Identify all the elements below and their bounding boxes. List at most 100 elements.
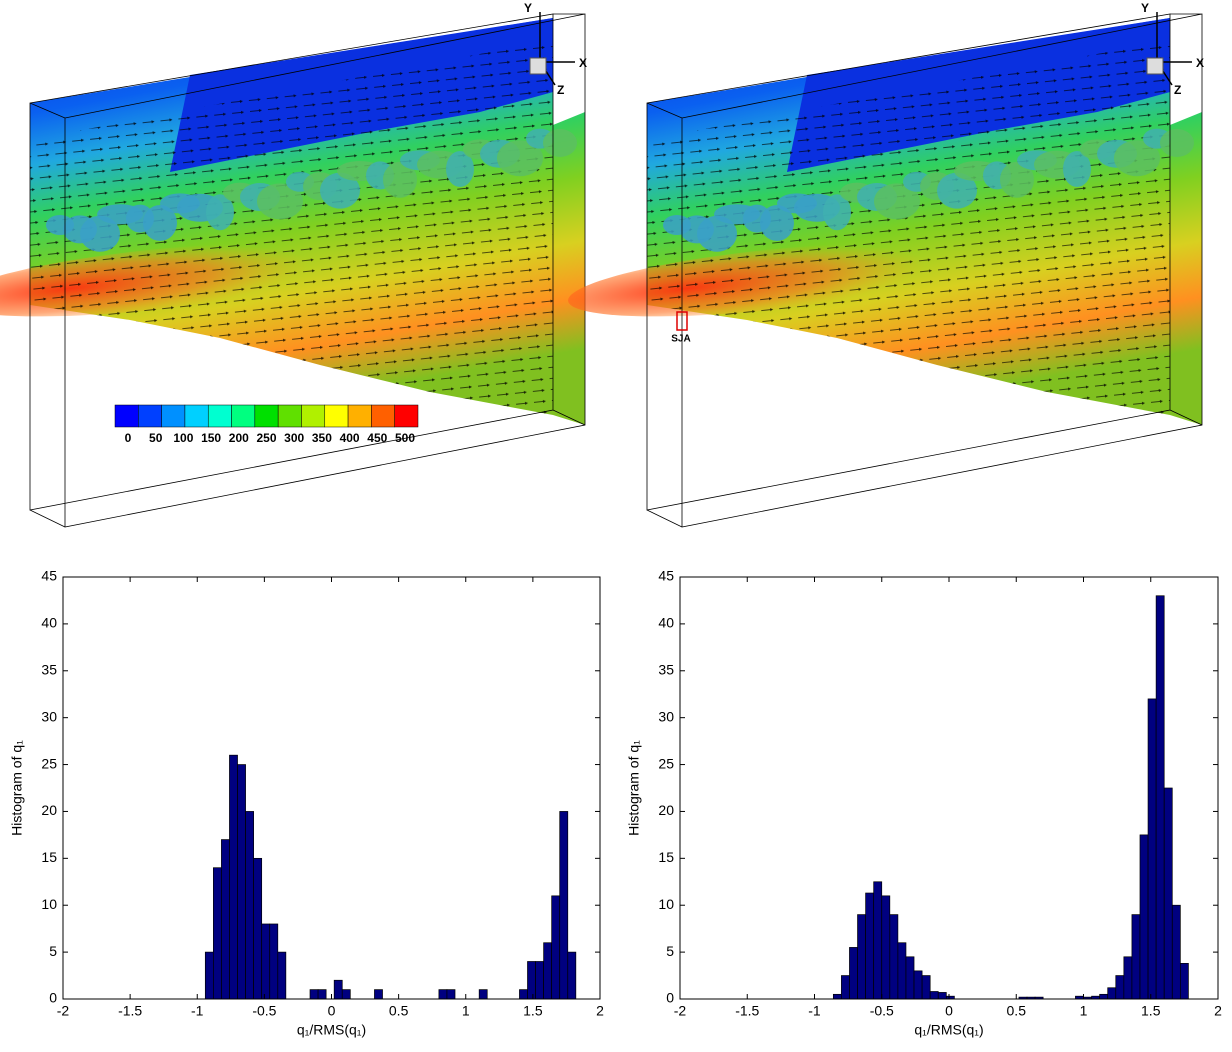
isosurface	[543, 129, 577, 157]
bar	[341, 989, 351, 1000]
x-tick-label: -1	[191, 1003, 204, 1019]
bar	[1123, 956, 1133, 1000]
colorbar-cell	[184, 404, 209, 428]
histogram-panel: -2 -1.5 -1 -0.5 0 0.5 1 1.5 2051015202530354045q…	[9, 568, 604, 1038]
velocity-vectors	[647, 40, 1170, 415]
x-tick-label: 1.5	[1141, 1003, 1161, 1019]
y-tick-label: 10	[41, 896, 57, 912]
bar	[832, 993, 842, 1000]
bar	[245, 811, 254, 1000]
isosurface	[1160, 129, 1194, 157]
y-tick-label: 30	[658, 708, 674, 724]
y-tick-label: 0	[666, 990, 674, 1006]
triad-label: Z	[1174, 83, 1181, 97]
bar	[535, 961, 544, 1000]
x-tick-label: 0.5	[1007, 1003, 1027, 1019]
x-axis-label: q₁/RMS(q₁)	[914, 1022, 983, 1038]
bar	[857, 914, 866, 1000]
bar	[277, 951, 287, 1000]
x-tick-label: -1.5	[735, 1003, 759, 1019]
bar	[1107, 987, 1117, 1000]
colorbar-cell	[231, 404, 256, 428]
triad-label: Y	[524, 1, 532, 15]
isosurface	[874, 183, 920, 220]
colorbar: 0 50 100 150 200 250 300 350 400 450 500	[114, 404, 419, 445]
triad-label: Y	[1141, 1, 1149, 15]
y-tick-label: 5	[666, 943, 674, 959]
isosurface	[1114, 140, 1160, 177]
isosurface	[823, 194, 851, 231]
bar	[559, 811, 569, 1000]
isosurface	[80, 215, 120, 252]
render-left: Y X Z	[0, 1, 587, 528]
x-tick-label: 1	[462, 1003, 470, 1019]
triad-label: X	[579, 56, 587, 70]
colorbar-cell	[138, 404, 162, 428]
y-tick-label: 5	[49, 943, 57, 959]
isosurface	[143, 205, 177, 241]
y-tick-label: 20	[41, 802, 57, 818]
bar	[929, 991, 939, 1000]
isosurface	[760, 205, 794, 241]
colorbar-cell	[347, 404, 372, 428]
y-tick-label: 15	[658, 849, 674, 865]
isosurface	[697, 215, 737, 252]
x-tick-label: 2	[596, 1003, 604, 1019]
bar	[478, 989, 488, 1000]
bar	[1179, 963, 1189, 1000]
colorbar-cell	[324, 404, 349, 428]
render-right: Y X Z	[568, 1, 1204, 528]
colorbar-label: 0	[125, 431, 132, 445]
bar	[527, 961, 536, 1000]
y-axis-label: Histogram of q₁	[626, 740, 642, 836]
colorbar-cell	[277, 404, 302, 428]
bar	[269, 923, 279, 1000]
bar	[309, 989, 319, 1000]
x-tick-label: 0.5	[389, 1003, 409, 1019]
bar	[1155, 595, 1165, 1000]
y-tick-label: 25	[658, 755, 674, 771]
bar	[841, 975, 850, 1000]
sja-marker	[676, 311, 688, 331]
y-tick-label: 30	[41, 708, 57, 724]
bar	[1131, 914, 1141, 1000]
bar	[873, 881, 883, 1000]
bar	[881, 895, 891, 1000]
colorbar-label: 250	[256, 431, 276, 445]
colorbar-cell	[254, 404, 279, 428]
bar	[1139, 834, 1149, 1000]
x-axis-label: q₁/RMS(q₁)	[297, 1022, 366, 1038]
bar	[551, 895, 561, 1000]
y-tick-label: 40	[41, 615, 57, 631]
bounding-box	[29, 13, 586, 528]
bounding-box	[646, 13, 1203, 528]
triad-label: X	[1196, 56, 1204, 70]
x-tick-label: -0.5	[252, 1003, 276, 1019]
x-tick-label: 2	[1214, 1003, 1222, 1019]
bar	[913, 970, 923, 1000]
bar	[897, 942, 907, 1000]
isosurface	[257, 183, 303, 220]
bar	[519, 989, 528, 1000]
bar	[543, 942, 553, 1000]
y-tick-label: 35	[41, 661, 57, 677]
y-tick-label: 0	[49, 990, 57, 1006]
colorbar-cell	[114, 404, 139, 428]
bar	[446, 989, 456, 1000]
bar	[237, 764, 246, 1000]
bar	[1115, 975, 1125, 1000]
x-tick-label: 0	[328, 1003, 336, 1019]
x-tick-label: -1.5	[118, 1003, 142, 1019]
colorbar-cell	[371, 404, 395, 428]
isosurface	[206, 194, 234, 231]
bar	[374, 989, 383, 1000]
triad-cube	[1146, 57, 1164, 75]
bar	[317, 989, 327, 1000]
colorbar-cell	[161, 404, 186, 428]
velocity-vectors	[30, 40, 553, 415]
y-tick-label: 45	[658, 568, 674, 584]
isosurface	[446, 151, 474, 187]
colorbar-cell	[394, 404, 419, 428]
histograms: -2 -1.5 -1 -0.5 0 0.5 1 1.5 2051015202530354045q…	[9, 568, 1222, 1038]
bar	[213, 867, 222, 1000]
